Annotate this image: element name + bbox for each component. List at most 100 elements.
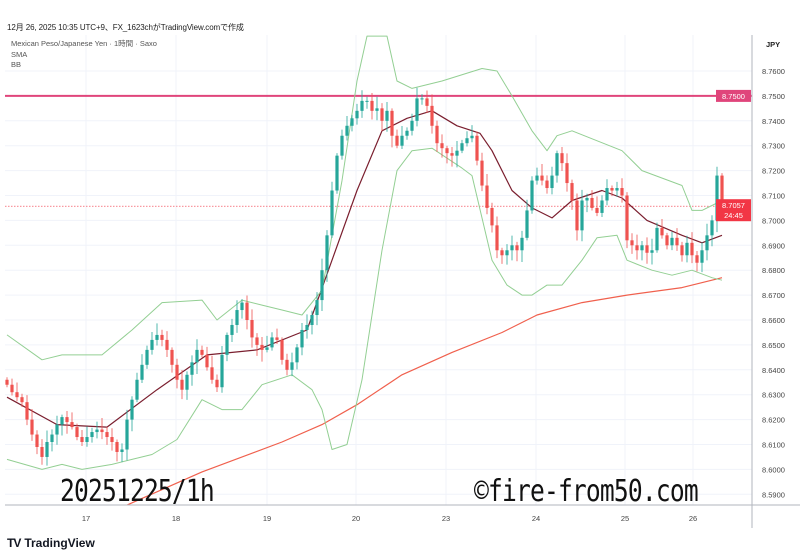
candle-body	[155, 334, 159, 340]
candle-body	[425, 98, 429, 106]
candle-body	[20, 397, 24, 403]
candle-body	[235, 310, 239, 325]
chart-legend: Mexican Peso/Japanese Yen · 1時間 · Saxo S…	[11, 39, 157, 71]
candle-body	[45, 442, 49, 457]
candle-body	[130, 399, 134, 420]
candle-down	[565, 153, 569, 192]
candle-down	[5, 377, 9, 388]
candle-up	[230, 318, 234, 343]
candle-down	[170, 347, 174, 373]
candle-down	[595, 196, 599, 217]
candle-up	[520, 230, 524, 262]
candle-body	[370, 100, 374, 111]
candle-body	[660, 227, 664, 236]
y-tick-label: 8.5900	[762, 490, 785, 499]
candle-body	[535, 175, 539, 181]
y-tick-label: 8.6300	[762, 391, 785, 400]
candle-body	[525, 210, 529, 238]
candle-up	[340, 129, 344, 160]
tradingview-logo-icon: TV	[7, 536, 21, 550]
legend-bb[interactable]: BB	[11, 60, 22, 69]
tradingview-logo[interactable]: TV TradingView	[7, 536, 95, 550]
candle-up	[120, 443, 124, 463]
candle-body	[195, 349, 199, 363]
x-tick-label: 23	[442, 514, 450, 523]
y-tick-label: 8.7500	[762, 92, 785, 101]
candle-down	[625, 192, 629, 249]
candle-body	[200, 349, 204, 355]
candle-body	[320, 270, 324, 301]
candle-body	[665, 235, 669, 246]
x-tick-label: 17	[82, 514, 90, 523]
candle-down	[215, 374, 219, 393]
candle-body	[420, 98, 424, 100]
candle-up	[95, 421, 99, 439]
candle-body	[400, 135, 404, 146]
y-tick-label: 8.7400	[762, 117, 785, 126]
candle-down	[435, 120, 439, 152]
y-tick-label: 8.6900	[762, 241, 785, 250]
candle-body	[515, 245, 519, 251]
y-tick-label: 8.6000	[762, 465, 785, 474]
candle-down	[620, 178, 624, 203]
candle-down	[200, 345, 204, 358]
candle-down	[80, 430, 84, 447]
candle-down	[380, 103, 384, 131]
candle-up	[385, 102, 389, 132]
candle-down	[110, 428, 114, 451]
candle-body	[80, 437, 84, 443]
candle-down	[665, 232, 669, 250]
candle-down	[40, 439, 44, 465]
legend-symbol[interactable]: Mexican Peso/Japanese Yen · 1時間 · Saxo	[11, 39, 157, 48]
candle-up	[190, 355, 194, 386]
candle-body	[250, 320, 254, 338]
candle-down	[160, 329, 164, 347]
candle-up	[325, 230, 329, 282]
candle-body	[635, 245, 639, 251]
candle-body	[315, 300, 319, 316]
candle-body	[485, 185, 489, 208]
candle-up	[235, 300, 239, 333]
candle-body	[55, 424, 59, 435]
candle-down	[115, 439, 119, 462]
candle-body	[480, 160, 484, 186]
candle-up	[295, 343, 299, 370]
candle-up	[415, 87, 419, 127]
candle-up	[60, 414, 64, 436]
last-price-tag	[716, 199, 751, 222]
candle-down	[30, 408, 34, 441]
candle-body	[470, 135, 474, 139]
legend-sma[interactable]: SMA	[11, 49, 28, 59]
candle-body	[295, 347, 299, 363]
plot-area[interactable]	[5, 35, 752, 512]
candle-body	[350, 118, 354, 126]
candle-down	[15, 382, 19, 402]
candle-body	[610, 188, 614, 191]
candle-up	[710, 215, 714, 247]
candle-down	[390, 108, 394, 148]
candle-up	[305, 314, 309, 339]
watermark-date: 20251225/1h	[60, 474, 215, 509]
candle-body	[95, 429, 99, 433]
x-tick-label: 18	[172, 514, 180, 523]
candle-up	[585, 193, 589, 213]
candle-up	[350, 114, 354, 132]
candle-body	[585, 197, 589, 201]
candle-up	[365, 96, 369, 109]
candle-down	[635, 234, 639, 260]
candle-body	[390, 110, 394, 136]
candle-down	[680, 241, 684, 262]
candle-body	[5, 379, 9, 385]
candle-body	[280, 339, 284, 360]
candle-up	[650, 238, 654, 265]
candle-body	[620, 188, 624, 196]
candle-down	[280, 337, 284, 365]
candle-up	[375, 96, 379, 121]
candle-body	[40, 446, 44, 457]
candle-body	[705, 235, 709, 251]
candle-body	[115, 442, 119, 452]
candle-body	[445, 148, 449, 154]
candle-up	[685, 235, 689, 263]
candle-up	[460, 139, 464, 154]
